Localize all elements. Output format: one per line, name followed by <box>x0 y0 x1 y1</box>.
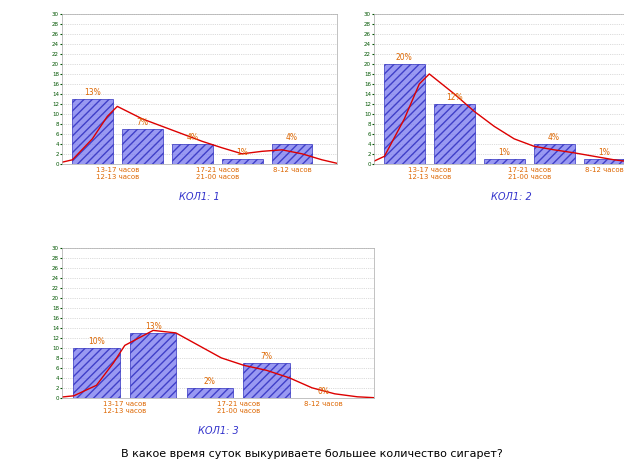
Text: КОЛ1: 3: КОЛ1: 3 <box>198 425 239 436</box>
Text: КОЛ1: 1: КОЛ1: 1 <box>179 191 220 202</box>
Text: 13%: 13% <box>84 88 100 97</box>
Text: 13%: 13% <box>145 322 162 331</box>
Bar <box>384 64 425 164</box>
Bar <box>243 363 290 398</box>
Bar <box>222 159 263 164</box>
Text: 4%: 4% <box>548 133 560 142</box>
Text: 0%: 0% <box>318 387 329 396</box>
Text: 4%: 4% <box>186 133 198 142</box>
Bar <box>187 388 233 398</box>
Text: 12%: 12% <box>446 93 462 102</box>
Text: 1%: 1% <box>498 148 510 157</box>
Text: 1%: 1% <box>236 148 248 157</box>
Bar <box>122 129 163 164</box>
Bar <box>583 159 624 164</box>
Text: 20%: 20% <box>396 53 412 62</box>
Bar <box>484 159 525 164</box>
Text: 10%: 10% <box>88 337 105 346</box>
Text: 2%: 2% <box>204 377 216 386</box>
Bar <box>534 144 575 164</box>
Bar <box>271 144 313 164</box>
Text: 4%: 4% <box>286 133 298 142</box>
Text: В какое время суток выкуриваете большее количество сигарет?: В какое время суток выкуриваете большее … <box>121 449 503 459</box>
Bar <box>73 348 120 398</box>
Bar <box>72 99 113 164</box>
Text: 1%: 1% <box>598 148 610 157</box>
Bar <box>130 333 177 398</box>
Text: 7%: 7% <box>261 352 273 361</box>
Bar <box>434 104 475 164</box>
Bar <box>172 144 213 164</box>
Text: КОЛ1: 2: КОЛ1: 2 <box>491 191 532 202</box>
Text: 7%: 7% <box>136 118 149 127</box>
